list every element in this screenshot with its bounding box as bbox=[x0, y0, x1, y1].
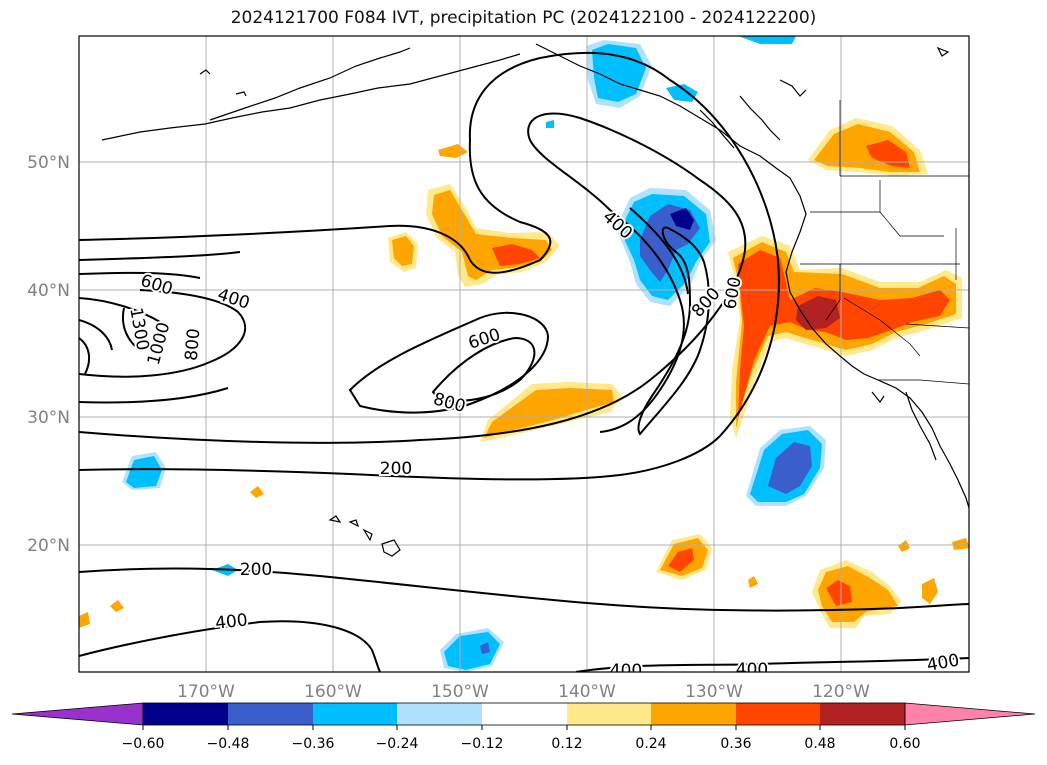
colorbar-tick-label: 0.12 bbox=[551, 736, 582, 752]
positive-anomaly-area bbox=[668, 548, 694, 572]
map-title: 2024121700 F084 IVT, precipitation PC (2… bbox=[230, 8, 817, 28]
lat-label: 30°N bbox=[27, 408, 70, 428]
precip-anomaly-fills bbox=[79, 36, 969, 672]
positive-anomaly-area bbox=[748, 576, 758, 588]
contour-label: 800 bbox=[182, 328, 205, 362]
colorbar-tick-label: 0.48 bbox=[804, 736, 835, 752]
colorbar-segment bbox=[736, 703, 820, 725]
colorbar-segment bbox=[143, 703, 228, 725]
colorbar-segment bbox=[228, 703, 313, 725]
contour-label: 400 bbox=[925, 650, 960, 675]
negative-anomaly-area bbox=[768, 442, 812, 494]
colorbar-segment bbox=[820, 703, 905, 725]
positive-anomaly-area bbox=[866, 140, 910, 168]
colorbar-tick-label: 0.60 bbox=[889, 736, 920, 752]
positive-anomaly-area bbox=[392, 236, 414, 266]
colorbar-segment bbox=[397, 703, 482, 725]
contour-label: 800 bbox=[431, 389, 468, 417]
lat-label: 50°N bbox=[27, 153, 70, 173]
lon-label: 140°W bbox=[558, 682, 616, 702]
latitude-labels: 50°N 40°N 30°N 20°N bbox=[27, 153, 70, 556]
negative-anomaly-area bbox=[126, 456, 162, 488]
positive-anomaly-area bbox=[738, 250, 950, 420]
negative-anomaly-area bbox=[666, 84, 698, 102]
positive-anomaly-area bbox=[492, 244, 540, 266]
lon-label: 170°W bbox=[177, 682, 235, 702]
colorbar-segment bbox=[482, 703, 567, 725]
colorbar-tick-label: −0.60 bbox=[122, 736, 165, 752]
colorbar-extend-min bbox=[11, 702, 144, 726]
negative-anomaly-area bbox=[444, 632, 500, 670]
colorbar-extend-max bbox=[904, 702, 1036, 726]
positive-anomaly-area bbox=[438, 144, 468, 158]
colorbar: −0.60 −0.48 −0.36 −0.24 −0.12 0.12 0.24 … bbox=[11, 702, 1036, 752]
positive-anomaly-area bbox=[826, 580, 852, 606]
colorbar-segment bbox=[651, 703, 736, 725]
contour-label: 200 bbox=[240, 560, 272, 580]
ivt-contours bbox=[79, 52, 969, 672]
colorbar-tick-label: −0.48 bbox=[207, 736, 250, 752]
contour-label: 400 bbox=[736, 660, 768, 680]
positive-anomaly-area bbox=[952, 538, 969, 550]
positive-anomaly-area bbox=[79, 612, 90, 628]
positive-anomaly-area bbox=[250, 486, 264, 498]
lon-label: 130°W bbox=[685, 682, 743, 702]
coastlines bbox=[101, 43, 969, 557]
contour-label: 400 bbox=[610, 661, 642, 681]
colorbar-frame bbox=[142, 702, 906, 726]
lon-label: 120°W bbox=[812, 682, 870, 702]
map-panel: 1300 1000 800 600 400 600 800 400 800 60… bbox=[79, 36, 969, 681]
negative-anomaly-area bbox=[738, 36, 796, 44]
political-borders bbox=[800, 100, 969, 385]
positive-anomaly-area bbox=[898, 540, 910, 552]
positive-anomaly-area bbox=[484, 388, 614, 438]
contour-label: 600 bbox=[466, 325, 503, 354]
lon-label: 160°W bbox=[304, 682, 362, 702]
negative-anomaly-area bbox=[670, 208, 694, 230]
colorbar-segment bbox=[313, 703, 397, 725]
map-frame bbox=[78, 35, 970, 673]
lat-lon-grid bbox=[79, 36, 969, 672]
colorbar-segment bbox=[567, 703, 651, 725]
negative-anomaly-area bbox=[546, 120, 554, 128]
colorbar-tick-label: 0.36 bbox=[720, 736, 751, 752]
colorbar-tick-label: −0.12 bbox=[461, 736, 504, 752]
lat-label: 40°N bbox=[27, 281, 70, 301]
lon-label: 150°W bbox=[431, 682, 489, 702]
contour-label: 400 bbox=[214, 610, 248, 633]
colorbar-tick-label: −0.36 bbox=[292, 736, 335, 752]
contour-label: 400 bbox=[215, 285, 252, 314]
longitude-labels: 170°W 160°W 150°W 140°W 130°W 120°W bbox=[177, 682, 870, 702]
lat-label: 20°N bbox=[27, 536, 70, 556]
positive-anomaly-area bbox=[110, 600, 124, 612]
contour-label: 200 bbox=[380, 459, 412, 479]
colorbar-tick-label: 0.24 bbox=[635, 736, 666, 752]
colorbar-tick-label: −0.24 bbox=[376, 736, 419, 752]
positive-anomaly-area bbox=[922, 578, 938, 604]
negative-anomaly-area bbox=[480, 642, 490, 654]
